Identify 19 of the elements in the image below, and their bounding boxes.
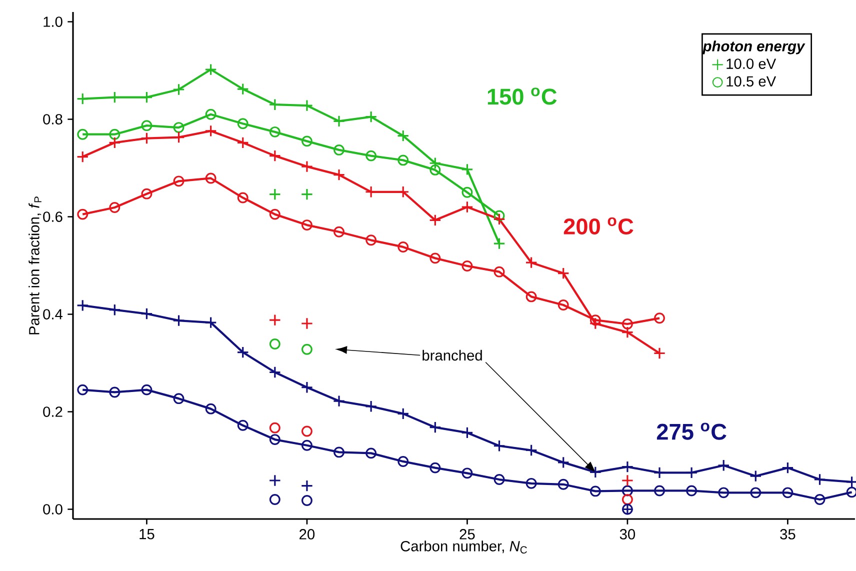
y-tick-label: 1.0 [44,16,62,27]
y-tick-label: 0.6 [43,212,62,222]
y-tick-label: 0.0 [43,504,62,514]
x-axis-title: Carbon number, N$_{C}$ [400,540,527,554]
y-tick-label: 0.2 [43,406,62,417]
x-tick-label: 30 [620,529,636,540]
annotation: 200 $^{o}$C [564,217,634,235]
y-tick-label: 0.8 [43,114,62,124]
x-tick-label: 20 [300,529,315,540]
x-tick-label: 15 [140,529,154,540]
x-tick-label: 25 [460,529,475,540]
x-tick-label: 35 [780,529,796,540]
legend-label: 10.0 eV [726,58,776,69]
annotation: branched [422,350,482,361]
annotation: 150 $^{o}$C [488,88,557,105]
y-axis-title: Parent ion fraction, f$_{P}$ [28,196,42,334]
legend-label: 10.5 eV [726,76,776,87]
annotation: 275 $^{o}$C [656,422,726,440]
y-tick-label: 0.4 [43,309,63,320]
